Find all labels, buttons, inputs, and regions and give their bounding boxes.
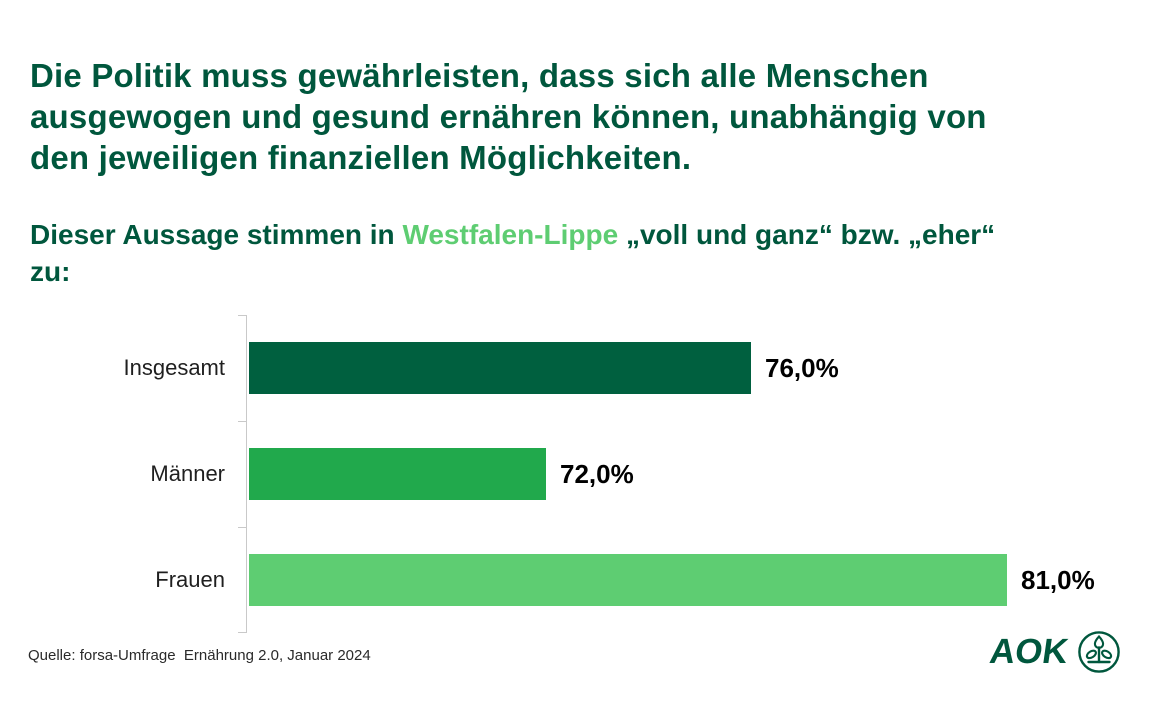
bar-row-frauen: Frauen 81,0% [0,527,1153,633]
page-title: Die Politik muss gewährleisten, dass sic… [30,55,987,178]
bar-row-insgesamt: Insgesamt 76,0% [0,315,1153,421]
logo-text: AOK [987,632,1071,671]
category-label: Männer [150,461,225,486]
region-highlight: Westfalen-Lippe [402,219,619,250]
subtitle-line-1: Dieser Aussage stimmen in Westfalen-Lipp… [30,216,995,253]
value-label: 76,0% [765,352,839,383]
aok-tree-icon [1077,630,1121,674]
value-label: 72,0% [560,458,634,489]
bar-maenner [249,448,546,500]
subtitle-suffix: „voll und ganz“ bzw. „eher“ [618,219,996,250]
value-label: 81,0% [1021,564,1095,595]
category-label: Insgesamt [123,355,226,380]
axis-tick [238,315,246,316]
bar-insgesamt [249,342,751,394]
chart-subtitle: Dieser Aussage stimmen in Westfalen-Lipp… [30,216,995,290]
subtitle-line-2: zu: [30,256,71,287]
bar-chart: Insgesamt 76,0% Männer 72,0% Frauen 81,0… [0,315,1153,633]
y-axis-line [246,315,247,633]
title-line-1: Die Politik muss gewährleisten, dass sic… [30,57,929,94]
axis-tick [238,421,246,422]
subtitle-prefix: Dieser Aussage stimmen in [30,219,403,250]
title-line-3: den jeweiligen finanziellen Möglichkeite… [30,139,692,176]
bar-frauen [249,554,1007,606]
axis-tick [238,632,246,633]
source-text: Quelle: forsa-Umfrage Ernährung 2.0, Jan… [28,647,371,664]
category-label: Frauen [155,567,225,592]
bar-row-maenner: Männer 72,0% [0,421,1153,527]
axis-tick [238,527,246,528]
title-line-2: ausgewogen und gesund ernähren können, u… [30,98,987,135]
aok-logo: AOK [987,630,1121,674]
